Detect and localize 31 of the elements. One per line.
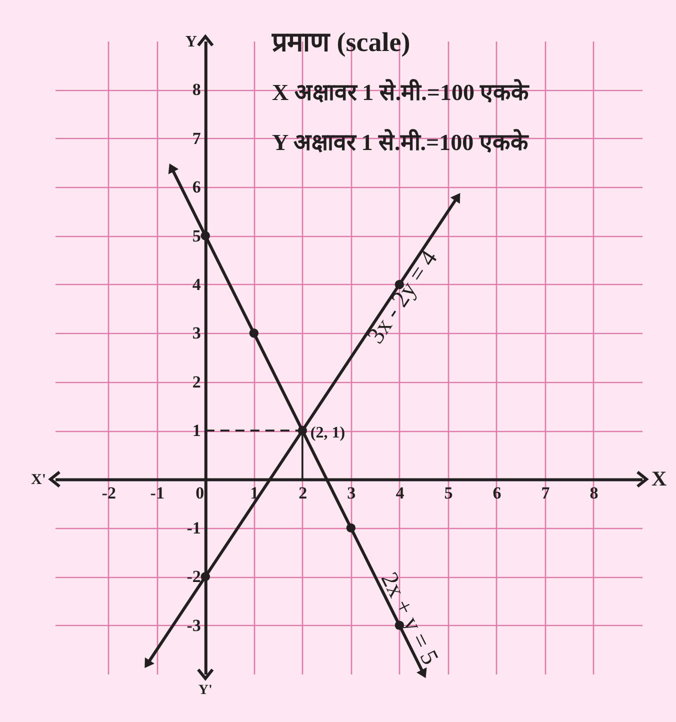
y-tick-label: 1 <box>192 421 201 440</box>
x-tick-label: 0 <box>196 484 204 503</box>
y-tick-label: -3 <box>186 616 201 635</box>
y-axis-title: Y <box>185 34 198 50</box>
x-tick-label: -2 <box>102 484 116 503</box>
annotation: (2, 1) <box>310 424 346 442</box>
y-tick-label: -2 <box>186 567 201 586</box>
x-tick-label: 4 <box>396 484 405 503</box>
y-tick-label: 7 <box>192 128 202 148</box>
x-tick-label: 8 <box>590 484 598 503</box>
y-tick-label: -1 <box>186 518 201 538</box>
x-tick-label: 2 <box>298 484 308 503</box>
x-tick-label: 5 <box>444 484 453 503</box>
x-tick-label: 3 <box>347 484 356 503</box>
text: 3x - 2y = 4 <box>362 246 443 348</box>
text: Y' <box>198 683 212 698</box>
y-tick-label: 2 <box>192 372 201 392</box>
y-tick-label: 8 <box>192 80 201 100</box>
x-axis-title: X <box>652 466 667 491</box>
text: X' <box>31 472 46 488</box>
annotation: X अक्षावर 1 से.मी.=100 एकके <box>272 78 530 105</box>
y-tick-label: 3 <box>192 324 201 343</box>
y-tick-label: 6 <box>192 178 201 197</box>
annotation: Y अक्षावर 1 से.मी.=100 एकके <box>272 128 530 155</box>
y-tick-label: 4 <box>192 274 202 294</box>
x-tick-label: -1 <box>150 484 164 503</box>
x-tick-label: 7 <box>541 484 550 503</box>
x-tick-label: 1 <box>250 484 259 503</box>
x-tick-label: 6 <box>492 484 502 503</box>
annotation: प्रमाण (scale) <box>271 27 410 57</box>
y-tick-label: 5 <box>192 226 201 246</box>
